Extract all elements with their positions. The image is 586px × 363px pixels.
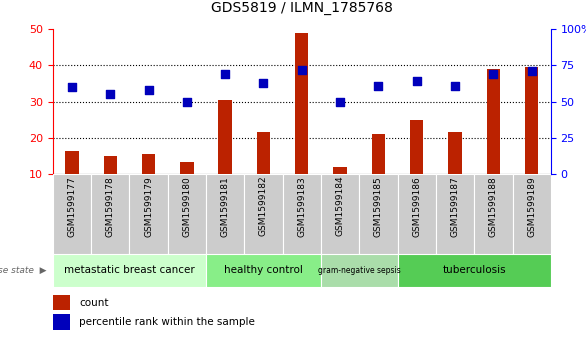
Bar [397,174,436,254]
Bar [333,167,347,174]
Point [527,68,536,74]
Bar [436,174,474,254]
Text: GSM1599187: GSM1599187 [451,176,459,237]
Bar [513,174,551,254]
Point [144,87,153,93]
Text: GSM1599183: GSM1599183 [297,176,306,237]
Bar [257,132,270,174]
Bar [372,134,385,174]
Bar [168,174,206,254]
Bar [180,162,193,174]
Bar [410,120,424,174]
Bar [359,174,397,254]
Text: metastatic breast cancer: metastatic breast cancer [64,265,195,276]
Bar [486,69,500,174]
Point [182,99,192,105]
Text: percentile rank within the sample: percentile rank within the sample [79,317,255,327]
Bar [65,151,79,174]
Bar [525,67,539,174]
Point [489,71,498,77]
Bar [282,174,321,254]
Text: count: count [79,298,108,307]
Point [67,84,77,90]
Bar [397,254,551,287]
Bar [219,100,232,174]
Point [374,83,383,89]
Bar [104,156,117,174]
Text: GSM1599179: GSM1599179 [144,176,153,237]
Point [451,83,460,89]
Point [335,99,345,105]
Text: healthy control: healthy control [224,265,303,276]
Text: GDS5819 / ILMN_1785768: GDS5819 / ILMN_1785768 [211,0,393,15]
Bar [474,174,513,254]
Bar [448,132,462,174]
Text: tuberculosis: tuberculosis [442,265,506,276]
Text: GSM1599177: GSM1599177 [67,176,76,237]
Text: disease state  ▶: disease state ▶ [0,266,47,275]
Point [297,67,306,73]
Text: GSM1599188: GSM1599188 [489,176,498,237]
Text: GSM1599186: GSM1599186 [412,176,421,237]
Bar [53,314,70,330]
Text: GSM1599184: GSM1599184 [336,176,345,236]
Text: GSM1599178: GSM1599178 [105,176,115,237]
Bar [295,33,308,174]
Bar [321,254,397,287]
Text: GSM1599181: GSM1599181 [221,176,230,237]
Bar [53,174,91,254]
Text: GSM1599189: GSM1599189 [527,176,536,237]
Bar [244,174,282,254]
Bar [130,174,168,254]
Text: GSM1599180: GSM1599180 [182,176,192,237]
Bar [53,295,70,310]
Point [105,91,115,97]
Bar [206,174,244,254]
Text: GSM1599185: GSM1599185 [374,176,383,237]
Point [259,80,268,86]
Text: GSM1599182: GSM1599182 [259,176,268,236]
Point [220,71,230,77]
Text: gram-negative sepsis: gram-negative sepsis [318,266,401,275]
Bar [91,174,130,254]
Point [412,78,421,84]
Bar [321,174,359,254]
Bar [206,254,321,287]
Bar [142,154,155,174]
Bar [53,254,206,287]
